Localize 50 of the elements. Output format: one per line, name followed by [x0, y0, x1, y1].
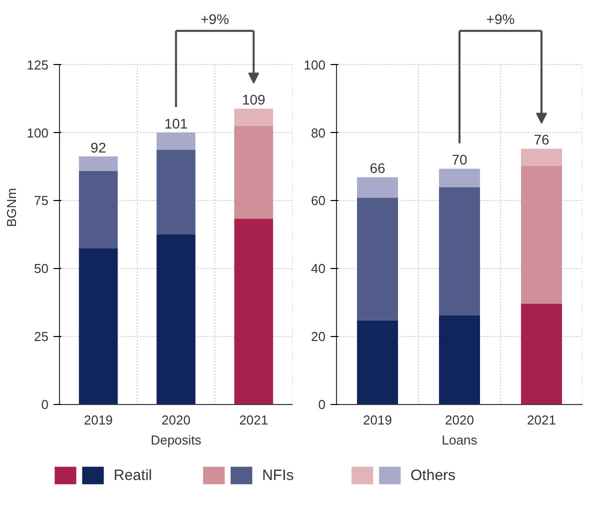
legend-label: Reatil [114, 467, 152, 484]
x-tick-label: 2019 [363, 412, 392, 428]
bar [156, 150, 196, 234]
x-tick-label: 2019 [84, 412, 113, 428]
text: +9% [486, 10, 515, 27]
legend-label: Others [410, 467, 456, 484]
bar [78, 170, 118, 249]
bar [78, 156, 118, 171]
bar [439, 187, 480, 316]
total-label: 109 [242, 92, 266, 108]
bar [439, 168, 480, 188]
bar [234, 108, 274, 126]
y-tick-label: 50 [34, 261, 49, 276]
bar [357, 198, 398, 320]
bar [234, 126, 274, 219]
y-tick-label: 25 [34, 329, 49, 344]
x-tick-label: 2020 [445, 412, 474, 428]
x-tick-label: 2020 [162, 412, 190, 428]
bar [439, 316, 480, 404]
bar [357, 177, 398, 198]
total-label: 76 [534, 132, 550, 148]
y-tick-label: 125 [26, 57, 49, 72]
bar [521, 304, 562, 404]
text: +9% [200, 10, 230, 27]
bar [357, 320, 398, 404]
y-tick-label: 60 [311, 193, 326, 208]
bar [78, 248, 118, 404]
total-label: 101 [164, 115, 188, 132]
bar [234, 218, 274, 404]
total-label: 70 [452, 152, 468, 168]
y-tick-label: 20 [311, 329, 326, 344]
bar [156, 234, 196, 404]
bar [156, 132, 196, 150]
y-tick-label: 100 [304, 57, 326, 72]
y-tick-label: 0 [318, 397, 326, 412]
y-tick-label: 80 [311, 125, 326, 140]
x-tick-label: 2021 [239, 412, 268, 428]
y-tick-label: 40 [311, 261, 326, 276]
x-tick-label: 2021 [527, 412, 556, 428]
legend-label: NFIs [262, 467, 294, 484]
total-label: 66 [370, 160, 386, 176]
y-tick-label: 100 [26, 125, 49, 140]
bar [521, 166, 562, 304]
total-label: 92 [90, 139, 106, 156]
y-axis-title: BGNm [4, 188, 19, 227]
bar [521, 148, 562, 166]
x-axis-title: Deposits [150, 432, 202, 448]
x-axis-title: Loans [442, 432, 478, 448]
y-tick-label: 0 [41, 397, 49, 412]
y-tick-label: 75 [34, 193, 49, 208]
